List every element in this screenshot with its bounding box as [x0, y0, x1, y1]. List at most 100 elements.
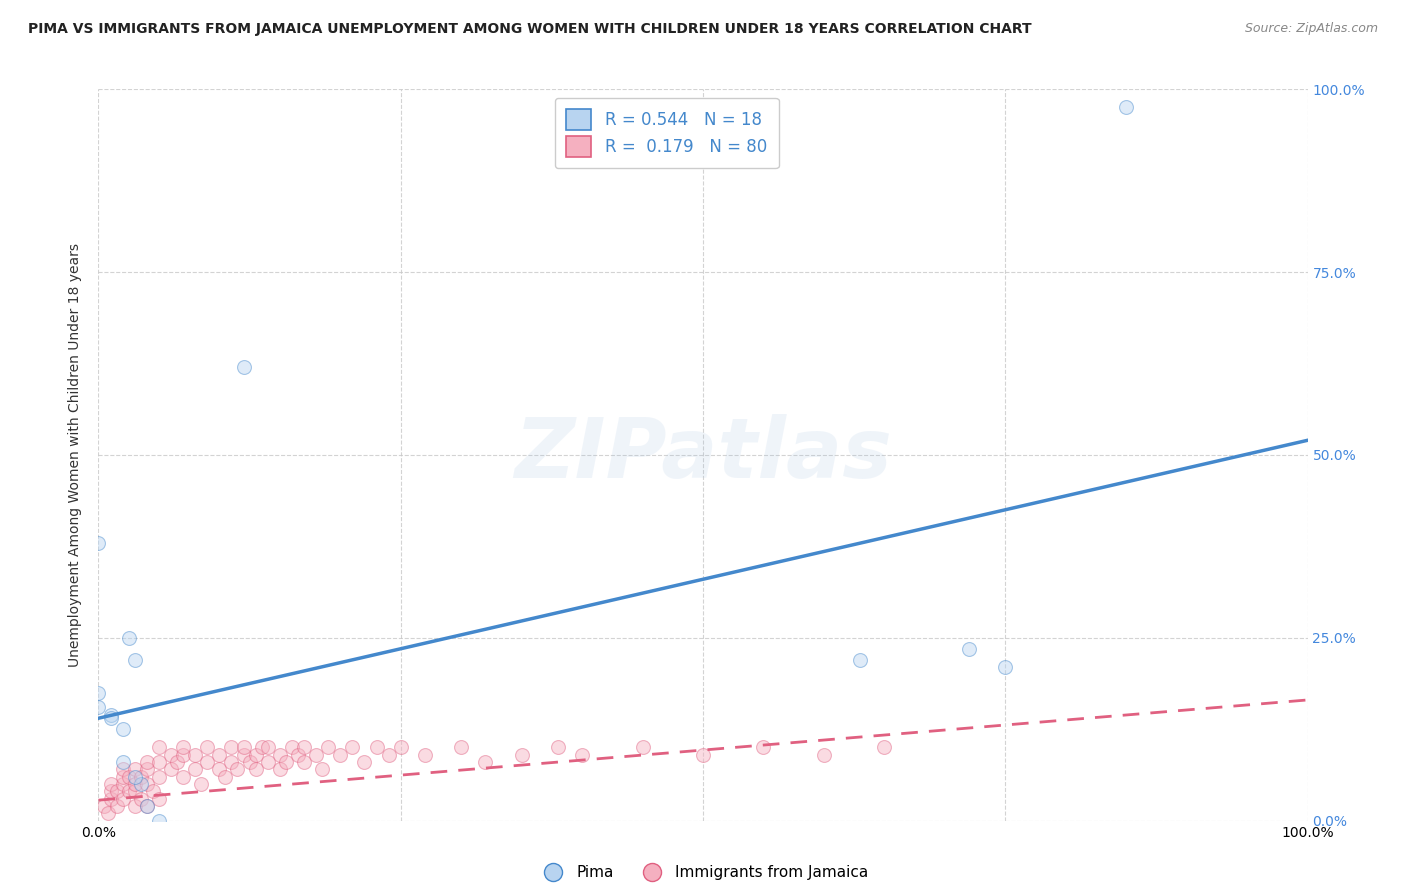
- Point: [239, 755, 262, 769]
- Point: [342, 740, 364, 755]
- Point: [100, 791, 122, 805]
- Legend: Pima, Immigrants from Jamaica: Pima, Immigrants from Jamaica: [531, 859, 875, 886]
- Point: [256, 740, 278, 755]
- Point: [129, 777, 152, 791]
- Point: [184, 747, 207, 762]
- Point: [148, 791, 170, 805]
- Point: [111, 763, 134, 777]
- Y-axis label: Unemployment Among Women with Children Under 18 years: Unemployment Among Women with Children U…: [69, 243, 83, 667]
- Text: ZIPatlas: ZIPatlas: [515, 415, 891, 495]
- Point: [547, 740, 569, 755]
- Point: [849, 653, 872, 667]
- Point: [269, 747, 291, 762]
- Point: [172, 740, 194, 755]
- Point: [172, 747, 194, 762]
- Point: [87, 535, 110, 549]
- Point: [148, 755, 170, 769]
- Point: [135, 777, 157, 791]
- Point: [135, 799, 157, 814]
- Point: [148, 814, 170, 828]
- Text: Source: ZipAtlas.com: Source: ZipAtlas.com: [1244, 22, 1378, 36]
- Point: [631, 740, 654, 755]
- Point: [256, 755, 278, 769]
- Point: [873, 740, 896, 755]
- Point: [124, 799, 146, 814]
- Point: [118, 631, 141, 645]
- Point: [124, 653, 146, 667]
- Point: [160, 747, 183, 762]
- Point: [221, 755, 243, 769]
- Point: [184, 763, 207, 777]
- Point: [148, 740, 170, 755]
- Point: [190, 777, 212, 791]
- Point: [366, 740, 388, 755]
- Point: [957, 641, 980, 656]
- Point: [105, 799, 128, 814]
- Point: [111, 723, 134, 737]
- Point: [413, 747, 436, 762]
- Text: PIMA VS IMMIGRANTS FROM JAMAICA UNEMPLOYMENT AMONG WOMEN WITH CHILDREN UNDER 18 : PIMA VS IMMIGRANTS FROM JAMAICA UNEMPLOY…: [28, 22, 1032, 37]
- Point: [232, 747, 254, 762]
- Point: [250, 740, 273, 755]
- Point: [93, 799, 115, 814]
- Point: [226, 763, 249, 777]
- Point: [245, 747, 267, 762]
- Point: [377, 747, 399, 762]
- Point: [97, 806, 120, 821]
- Point: [111, 770, 134, 784]
- Point: [292, 755, 315, 769]
- Point: [292, 740, 315, 755]
- Point: [232, 360, 254, 375]
- Point: [135, 755, 157, 769]
- Point: [287, 747, 309, 762]
- Point: [135, 763, 157, 777]
- Point: [166, 755, 188, 769]
- Point: [160, 763, 183, 777]
- Point: [129, 770, 152, 784]
- Point: [221, 740, 243, 755]
- Point: [100, 707, 122, 722]
- Point: [172, 770, 194, 784]
- Point: [135, 799, 157, 814]
- Point: [281, 740, 304, 755]
- Point: [195, 740, 218, 755]
- Point: [148, 770, 170, 784]
- Point: [142, 784, 165, 798]
- Point: [269, 763, 291, 777]
- Point: [450, 740, 472, 755]
- Point: [124, 770, 146, 784]
- Point: [118, 770, 141, 784]
- Point: [994, 660, 1017, 674]
- Point: [87, 686, 110, 700]
- Point: [100, 784, 122, 798]
- Point: [100, 777, 122, 791]
- Point: [389, 740, 412, 755]
- Point: [124, 784, 146, 798]
- Point: [208, 763, 231, 777]
- Point: [87, 700, 110, 714]
- Point: [111, 777, 134, 791]
- Point: [274, 755, 297, 769]
- Point: [124, 777, 146, 791]
- Point: [316, 740, 339, 755]
- Point: [329, 747, 352, 762]
- Point: [214, 770, 236, 784]
- Point: [571, 747, 593, 762]
- Point: [129, 791, 152, 805]
- Point: [752, 740, 775, 755]
- Point: [692, 747, 714, 762]
- Point: [353, 755, 375, 769]
- Point: [232, 740, 254, 755]
- Point: [245, 763, 267, 777]
- Point: [111, 791, 134, 805]
- Point: [1115, 101, 1137, 115]
- Point: [195, 755, 218, 769]
- Point: [111, 755, 134, 769]
- Point: [105, 784, 128, 798]
- Point: [311, 763, 333, 777]
- Point: [118, 784, 141, 798]
- Point: [474, 755, 496, 769]
- Point: [124, 763, 146, 777]
- Point: [100, 711, 122, 725]
- Point: [208, 747, 231, 762]
